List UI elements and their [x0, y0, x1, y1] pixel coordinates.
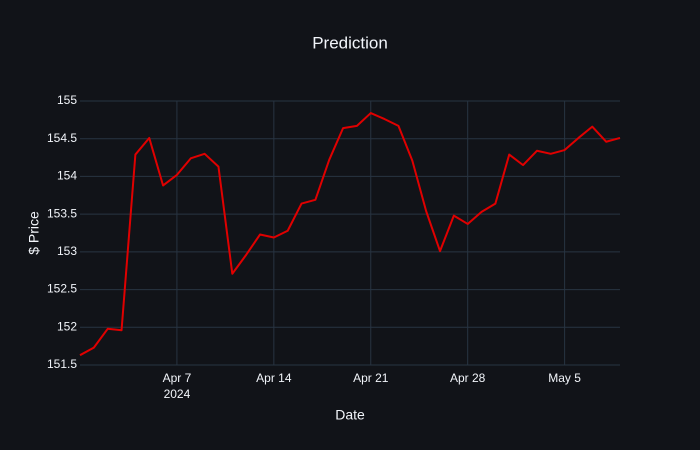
y-tick-label: 154 — [57, 169, 77, 183]
x-tick-label: May 5 — [548, 371, 581, 385]
x-tick-label: Apr 14 — [256, 371, 292, 385]
y-axis-title: $ Price — [26, 211, 42, 255]
y-tick-label: 151.5 — [47, 357, 77, 371]
y-tick-label: 154.5 — [47, 131, 77, 145]
y-tick-label: 155 — [57, 93, 77, 107]
x-tick-label: Apr 7 — [163, 371, 192, 385]
x-axis-title: Date — [335, 407, 365, 423]
y-tick-label: 153.5 — [47, 206, 77, 220]
y-tick-label: 152 — [57, 319, 77, 333]
x-year-label: 2024 — [164, 387, 191, 401]
y-tick-label: 153 — [57, 244, 77, 258]
price-line — [79, 112, 621, 357]
chart-title: Prediction — [312, 33, 388, 52]
y-tick-label: 152.5 — [47, 282, 77, 296]
x-tick-label: Apr 28 — [450, 371, 486, 385]
x-tick-label: Apr 21 — [353, 371, 389, 385]
